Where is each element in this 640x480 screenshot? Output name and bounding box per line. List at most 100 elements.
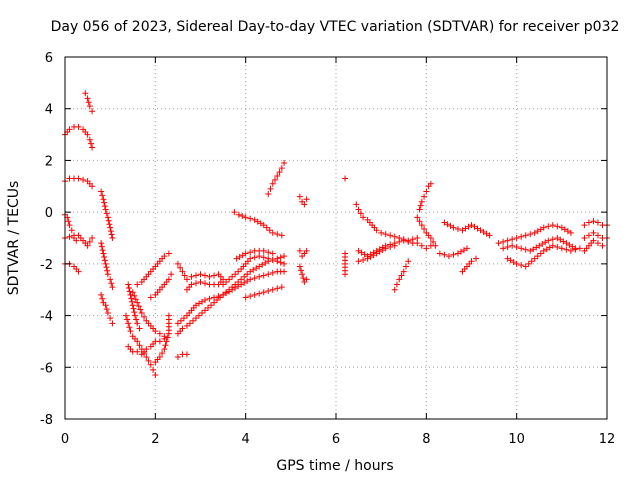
- data-point: [130, 305, 137, 312]
- data-point: [136, 325, 143, 332]
- data-point: [143, 346, 150, 353]
- data-point: [179, 268, 186, 275]
- data-point: [128, 298, 135, 305]
- data-point: [131, 292, 138, 299]
- data-point: [251, 275, 258, 282]
- data-point: [239, 213, 246, 220]
- data-point: [342, 175, 349, 182]
- data-point: [277, 259, 284, 266]
- data-point: [256, 273, 263, 280]
- data-point: [253, 265, 260, 272]
- data-point: [133, 316, 140, 323]
- data-point: [378, 229, 385, 236]
- data-point: [259, 261, 266, 268]
- data-point: [445, 253, 452, 260]
- data-point: [278, 165, 285, 172]
- data-point: [518, 233, 525, 240]
- data-point: [418, 242, 425, 249]
- data-point: [128, 295, 135, 302]
- data-point: [361, 251, 368, 258]
- data-point: [150, 366, 157, 373]
- data-point: [376, 248, 383, 255]
- data-point: [534, 228, 541, 235]
- data-point: [566, 241, 573, 248]
- data-point: [414, 214, 421, 221]
- data-point: [509, 236, 516, 243]
- data-point: [518, 245, 525, 252]
- data-point: [220, 281, 227, 288]
- data-point: [278, 284, 285, 291]
- data-point: [109, 235, 116, 241]
- data-point: [107, 228, 114, 235]
- data-point: [122, 312, 129, 319]
- data-point: [223, 290, 230, 297]
- data-point: [84, 95, 91, 102]
- data-point: [303, 276, 310, 283]
- data-point: [430, 238, 437, 245]
- data-point: [465, 223, 472, 230]
- data-point: [232, 284, 239, 291]
- data-point: [125, 281, 132, 288]
- data-point: [241, 279, 248, 286]
- data-points: [62, 90, 610, 379]
- data-point: [546, 244, 553, 251]
- data-point: [192, 272, 199, 279]
- data-point: [108, 280, 115, 287]
- data-point: [522, 246, 529, 253]
- data-point: [186, 320, 193, 327]
- data-point: [134, 281, 141, 288]
- data-point: [206, 273, 213, 280]
- data-point: [254, 218, 261, 225]
- data-point: [66, 126, 73, 133]
- data-point: [202, 272, 209, 279]
- data-point: [177, 264, 184, 271]
- data-point: [101, 253, 108, 260]
- data-point: [147, 361, 154, 368]
- data-point: [126, 288, 133, 295]
- y-tick-label: -4: [40, 310, 53, 325]
- data-point: [355, 258, 362, 265]
- data-point: [357, 210, 364, 217]
- data-point: [367, 253, 374, 260]
- data-point: [174, 320, 181, 327]
- data-point: [396, 276, 403, 283]
- data-point: [297, 267, 304, 274]
- data-point: [563, 246, 570, 253]
- data-point: [269, 250, 276, 257]
- data-point: [560, 238, 567, 245]
- data-point: [189, 317, 196, 324]
- data-point: [229, 273, 236, 280]
- data-point: [129, 302, 136, 309]
- data-point: [102, 206, 109, 213]
- data-point: [554, 223, 561, 230]
- data-point: [101, 203, 108, 210]
- data-point: [594, 240, 601, 247]
- data-point: [85, 99, 92, 106]
- data-point: [174, 353, 181, 360]
- data-point: [590, 229, 597, 236]
- data-point: [373, 227, 380, 234]
- data-point: [247, 255, 254, 262]
- x-tick-label: 2: [151, 432, 159, 447]
- data-point: [405, 238, 412, 245]
- data-point: [398, 272, 405, 279]
- data-point: [427, 180, 434, 187]
- data-point: [274, 258, 281, 265]
- data-point: [103, 306, 110, 313]
- data-point: [274, 172, 281, 179]
- data-point: [214, 297, 221, 304]
- x-tick-label: 6: [332, 432, 340, 447]
- data-point: [192, 280, 199, 287]
- data-point: [590, 237, 597, 244]
- data-point: [99, 192, 106, 199]
- data-point: [540, 247, 547, 254]
- data-point: [159, 350, 166, 357]
- data-point: [235, 211, 242, 218]
- data-point: [147, 294, 154, 301]
- y-tick-label: 6: [45, 51, 53, 66]
- data-point: [174, 260, 181, 267]
- data-point: [528, 258, 535, 265]
- data-point: [263, 224, 270, 231]
- data-point: [211, 272, 218, 279]
- data-point: [141, 313, 148, 320]
